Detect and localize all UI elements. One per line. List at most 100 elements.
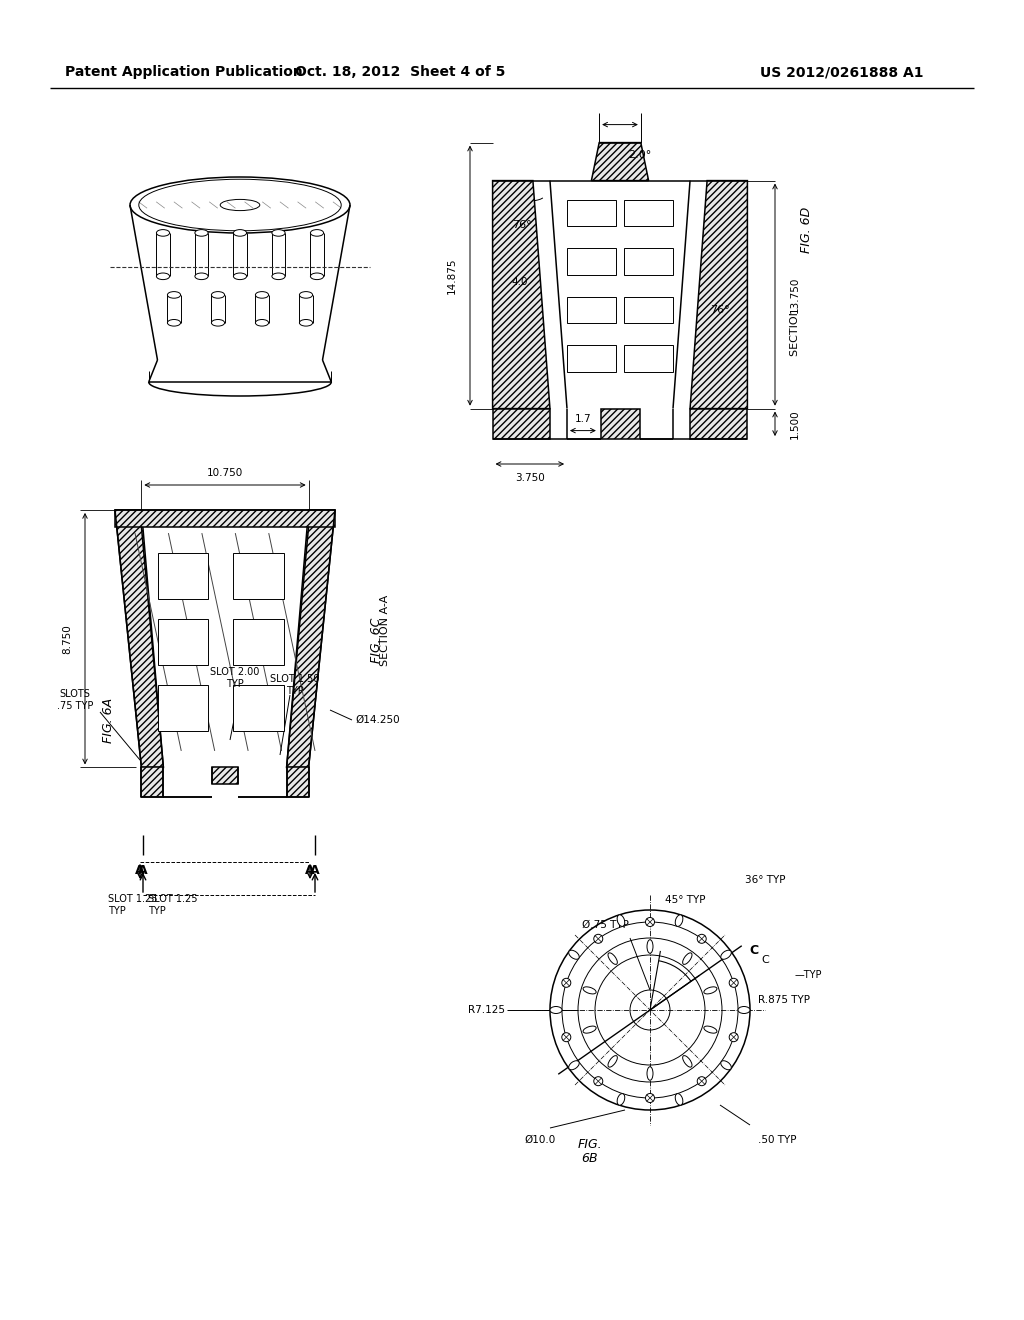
Polygon shape bbox=[287, 510, 335, 767]
Text: SLOT 1.25
TYP: SLOT 1.25 TYP bbox=[108, 894, 158, 916]
Ellipse shape bbox=[272, 273, 285, 280]
Text: A: A bbox=[305, 863, 314, 876]
Ellipse shape bbox=[683, 953, 692, 965]
Polygon shape bbox=[158, 619, 208, 665]
Ellipse shape bbox=[738, 1006, 750, 1014]
Circle shape bbox=[645, 917, 654, 927]
Polygon shape bbox=[566, 248, 615, 275]
Ellipse shape bbox=[647, 1067, 653, 1080]
Text: 45° TYP: 45° TYP bbox=[665, 895, 706, 906]
Text: 36° TYP: 36° TYP bbox=[745, 875, 785, 884]
Ellipse shape bbox=[568, 1061, 580, 1069]
Ellipse shape bbox=[568, 950, 580, 960]
Text: 1.500: 1.500 bbox=[790, 409, 800, 438]
Text: FIG. 6C: FIG. 6C bbox=[370, 618, 383, 663]
Text: Ø10.0: Ø10.0 bbox=[524, 1135, 556, 1144]
Ellipse shape bbox=[703, 987, 717, 994]
Ellipse shape bbox=[272, 230, 285, 236]
Ellipse shape bbox=[608, 953, 617, 965]
Text: 76°: 76° bbox=[512, 220, 531, 230]
Text: Ø.75 TYP: Ø.75 TYP bbox=[582, 920, 629, 931]
Circle shape bbox=[562, 978, 570, 987]
Ellipse shape bbox=[195, 230, 208, 236]
Polygon shape bbox=[625, 248, 673, 275]
Circle shape bbox=[594, 935, 603, 944]
Ellipse shape bbox=[255, 292, 268, 298]
Circle shape bbox=[729, 978, 738, 987]
Text: .50 TYP: .50 TYP bbox=[758, 1135, 797, 1144]
Polygon shape bbox=[233, 619, 284, 665]
Text: Oct. 18, 2012  Sheet 4 of 5: Oct. 18, 2012 Sheet 4 of 5 bbox=[295, 65, 505, 79]
Ellipse shape bbox=[550, 1006, 562, 1014]
Ellipse shape bbox=[703, 1026, 717, 1034]
Text: C: C bbox=[750, 944, 759, 957]
Polygon shape bbox=[625, 199, 673, 226]
Text: FIG.: FIG. bbox=[578, 1138, 602, 1151]
Polygon shape bbox=[158, 685, 208, 731]
Text: 14.875: 14.875 bbox=[447, 257, 457, 294]
Polygon shape bbox=[566, 345, 615, 372]
Text: C: C bbox=[761, 956, 769, 965]
Ellipse shape bbox=[721, 950, 731, 960]
Ellipse shape bbox=[211, 292, 224, 298]
Polygon shape bbox=[233, 553, 284, 599]
Text: 13.750: 13.750 bbox=[790, 276, 800, 313]
Circle shape bbox=[729, 1032, 738, 1041]
Ellipse shape bbox=[195, 273, 208, 280]
Polygon shape bbox=[158, 553, 208, 599]
Ellipse shape bbox=[647, 940, 653, 953]
Ellipse shape bbox=[675, 915, 683, 927]
Text: A: A bbox=[135, 863, 144, 876]
Polygon shape bbox=[592, 143, 648, 181]
Ellipse shape bbox=[255, 319, 268, 326]
Ellipse shape bbox=[157, 230, 170, 236]
Ellipse shape bbox=[583, 1026, 596, 1034]
Text: SLOTS
.75 TYP: SLOTS .75 TYP bbox=[56, 689, 93, 710]
Polygon shape bbox=[287, 767, 308, 797]
Text: R.875 TYP: R.875 TYP bbox=[758, 995, 810, 1005]
Text: FIG. 6A: FIG. 6A bbox=[101, 697, 115, 743]
Ellipse shape bbox=[583, 987, 596, 994]
Text: FIG. 6D: FIG. 6D bbox=[800, 207, 813, 253]
Polygon shape bbox=[690, 409, 748, 440]
Ellipse shape bbox=[617, 1093, 625, 1105]
Text: A: A bbox=[310, 863, 319, 876]
Ellipse shape bbox=[233, 230, 247, 236]
Ellipse shape bbox=[721, 1061, 731, 1069]
Ellipse shape bbox=[310, 273, 324, 280]
Text: SLOT 2.00
TYP: SLOT 2.00 TYP bbox=[210, 667, 260, 689]
Text: 6B: 6B bbox=[582, 1151, 598, 1164]
Text: 4.0: 4.0 bbox=[512, 277, 528, 286]
Text: US 2012/0261888 A1: US 2012/0261888 A1 bbox=[760, 65, 924, 79]
Polygon shape bbox=[566, 199, 615, 226]
Circle shape bbox=[697, 1077, 707, 1085]
Ellipse shape bbox=[683, 1056, 692, 1067]
Polygon shape bbox=[233, 685, 284, 731]
Ellipse shape bbox=[299, 292, 312, 298]
Text: 1.7: 1.7 bbox=[574, 413, 591, 424]
Polygon shape bbox=[115, 510, 164, 767]
Ellipse shape bbox=[310, 230, 324, 236]
Ellipse shape bbox=[617, 915, 625, 927]
Text: —TYP: —TYP bbox=[795, 970, 822, 979]
Circle shape bbox=[645, 1093, 654, 1102]
Ellipse shape bbox=[167, 319, 180, 326]
Polygon shape bbox=[493, 409, 550, 440]
Polygon shape bbox=[115, 510, 335, 527]
Text: A: A bbox=[138, 863, 147, 876]
Circle shape bbox=[697, 935, 707, 944]
Polygon shape bbox=[625, 297, 673, 323]
Text: SECTION A-A: SECTION A-A bbox=[380, 594, 390, 665]
Ellipse shape bbox=[299, 319, 312, 326]
Polygon shape bbox=[493, 181, 550, 409]
Text: Ø14.250: Ø14.250 bbox=[355, 715, 399, 725]
Text: SLOT 1.25
TYP: SLOT 1.25 TYP bbox=[148, 894, 198, 916]
Polygon shape bbox=[212, 767, 239, 784]
Ellipse shape bbox=[167, 292, 180, 298]
Polygon shape bbox=[600, 409, 640, 440]
Text: 3.750: 3.750 bbox=[515, 473, 545, 483]
Text: Patent Application Publication: Patent Application Publication bbox=[65, 65, 303, 79]
Text: SECTION C-C: SECTION C-C bbox=[790, 284, 800, 356]
Text: 2.0°: 2.0° bbox=[629, 150, 651, 160]
Polygon shape bbox=[690, 181, 748, 409]
